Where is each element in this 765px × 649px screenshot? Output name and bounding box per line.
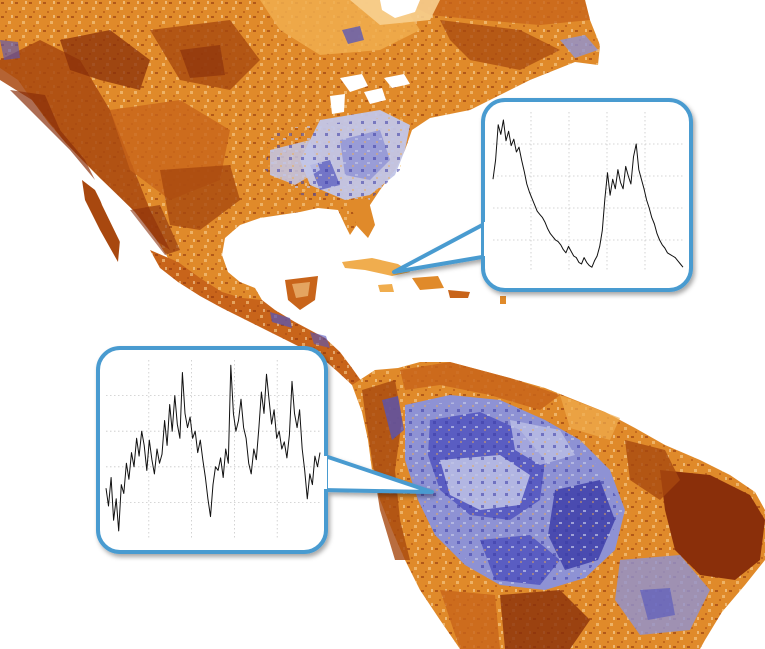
chart-caribbean — [492, 112, 684, 272]
chart-caribbean-series — [492, 119, 684, 268]
chart-amazon-series — [105, 364, 321, 532]
callout-box — [481, 98, 693, 292]
chart-amazon-line — [105, 364, 321, 532]
callout-pointer — [392, 220, 490, 274]
chart-caribbean-line — [492, 119, 684, 268]
south-america-landmass — [352, 362, 765, 649]
callout-box — [96, 346, 328, 554]
callout-caribbean — [392, 98, 693, 292]
chart-amazon — [105, 360, 321, 538]
north-america-landmass — [0, 0, 600, 303]
